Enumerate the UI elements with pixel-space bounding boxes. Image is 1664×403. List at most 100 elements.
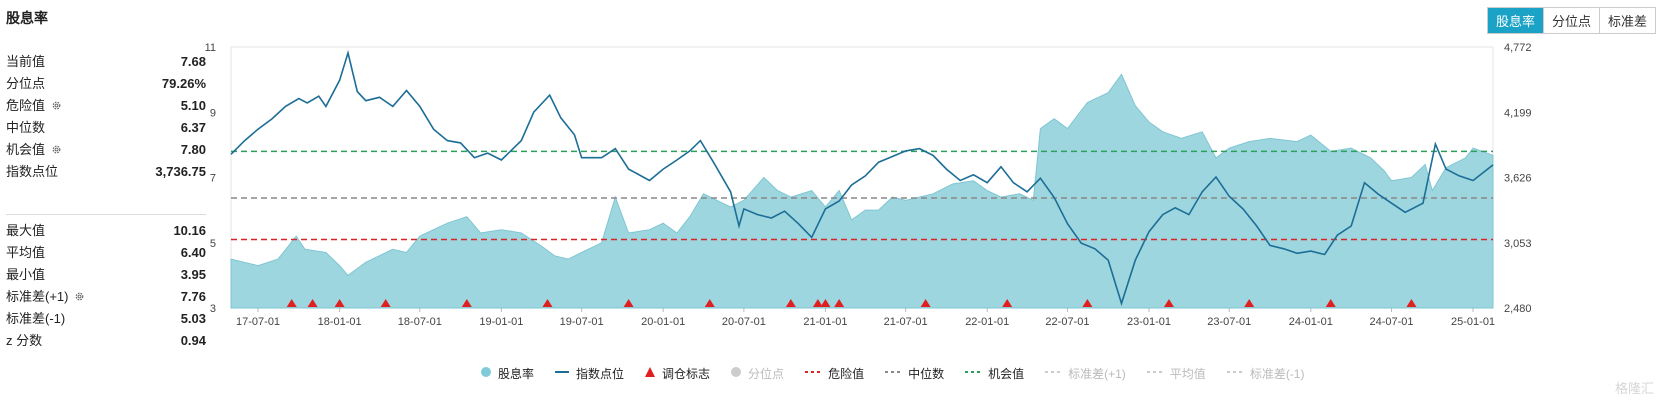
x-tick-label: 22-01-01 — [965, 316, 1009, 328]
legend-label: 调仓标志 — [662, 367, 711, 381]
stat-row: 危险值 5.10 — [6, 95, 206, 117]
rebalance-marker — [307, 299, 318, 307]
stat-label: z 分数 — [6, 330, 42, 352]
legend-item[interactable]: 股息率 — [480, 365, 534, 382]
stat-value: 3,736.75 — [155, 164, 206, 179]
stat-label-text: 分位点 — [6, 76, 46, 91]
stat-value: 79.26% — [161, 76, 206, 91]
gear-icon[interactable] — [45, 142, 62, 157]
y-right-tick-label: 4,772 — [1504, 42, 1532, 54]
y-right-tick-label: 3,626 — [1504, 173, 1532, 185]
tab-1[interactable]: 分位点 — [1542, 8, 1599, 33]
chart-legend: 股息率 指数点位 调仓标志 分位点 危险值 中位数 机会值 标准差(+1) 平均值 标准差(-1) — [480, 365, 1324, 382]
stat-row: z 分数 0.94 — [6, 330, 206, 352]
rebalance-marker — [834, 299, 845, 307]
stat-label-text: 指数点位 — [6, 164, 59, 179]
series-index-line — [230, 49, 1494, 307]
x-tick-label: 25-01-01 — [1451, 316, 1495, 328]
stat-label-text: 中位数 — [6, 120, 46, 135]
stat-label: 危险值 — [6, 95, 62, 117]
y-right-tick-label: 3,053 — [1504, 238, 1532, 250]
x-tick-label: 19-07-01 — [560, 316, 604, 328]
legend-label: 分位点 — [748, 367, 785, 381]
legend-swatch-dash — [1044, 366, 1062, 381]
rebalance-marker — [380, 299, 391, 307]
stat-label-text: 机会值 — [6, 142, 46, 157]
rebalance-marker — [704, 299, 715, 307]
legend-item[interactable]: 机会值 — [964, 365, 1024, 382]
stat-value: 3.95 — [180, 267, 206, 282]
stat-label: 中位数 — [6, 117, 45, 139]
rebalance-marker — [623, 299, 634, 307]
legend-item[interactable]: 标准差(-1) — [1226, 365, 1304, 382]
rebalance-marker — [820, 299, 831, 307]
legend-label: 中位数 — [908, 367, 945, 381]
legend-swatch-dot — [480, 366, 492, 381]
legend-label: 股息率 — [498, 367, 535, 381]
legend-item[interactable]: 中位数 — [884, 365, 944, 382]
stat-label: 最大值 — [6, 220, 45, 242]
stat-label-text: 标准差(-1) — [6, 311, 66, 326]
y-left-tick-label: 3 — [210, 303, 216, 315]
stat-label-text: 最小值 — [6, 267, 46, 282]
rebalance-marker — [334, 299, 345, 307]
legend-swatch-dot — [730, 366, 742, 381]
stat-label: 标准差(+1) — [6, 286, 85, 308]
rebalance-marker — [920, 299, 931, 307]
legend-item[interactable]: 危险值 — [804, 365, 864, 382]
x-tick-label: 21-07-01 — [884, 316, 928, 328]
legend-item[interactable]: 分位点 — [730, 365, 784, 382]
stat-label: 分位点 — [6, 73, 45, 95]
x-tick-label: 23-07-01 — [1207, 316, 1251, 328]
tab-0[interactable]: 股息率 — [1487, 8, 1543, 33]
stat-row: 分位点 79.26% — [6, 73, 206, 95]
stat-label-text: 当前值 — [6, 54, 46, 69]
legend-swatch-dash — [964, 366, 982, 381]
x-tick-label: 18-01-01 — [318, 316, 362, 328]
legend-swatch-dash — [1226, 366, 1244, 381]
gear-icon[interactable] — [45, 98, 62, 113]
y-left-tick-label: 9 — [210, 107, 216, 119]
rebalance-marker — [1244, 299, 1255, 307]
legend-label: 机会值 — [988, 367, 1025, 381]
stat-label: 平均值 — [6, 242, 45, 264]
stat-row: 中位数 6.37 — [6, 117, 206, 139]
x-tick-label: 17-07-01 — [236, 316, 280, 328]
stat-label: 指数点位 — [6, 161, 58, 183]
legend-label: 平均值 — [1169, 367, 1206, 381]
rebalance-marker — [812, 299, 823, 307]
stat-value: 7.80 — [180, 142, 206, 157]
rebalance-marker — [1325, 299, 1336, 307]
stats-divider — [6, 214, 206, 215]
stat-value: 10.16 — [173, 223, 206, 238]
rebalance-marker — [1002, 299, 1013, 307]
page-title: 股息率 — [6, 10, 48, 26]
x-tick-label: 24-01-01 — [1289, 316, 1333, 328]
stat-label-text: 危险值 — [6, 98, 46, 113]
tab-2[interactable]: 标准差 — [1598, 8, 1655, 33]
stat-value: 6.37 — [180, 120, 206, 135]
stat-label: 当前值 — [6, 51, 45, 73]
gear-icon[interactable] — [68, 289, 85, 304]
rebalance-marker — [1082, 299, 1093, 307]
stat-row: 标准差(+1) 7.76 — [6, 286, 206, 308]
series-dividend-yield-area — [230, 73, 1494, 309]
stat-row: 标准差(-1) 5.03 — [6, 308, 206, 330]
y-left-tick-label: 7 — [210, 173, 216, 185]
stat-label-text: 标准差(+1) — [6, 289, 69, 304]
x-tick-label: 19-01-01 — [479, 316, 523, 328]
stat-value: 6.40 — [180, 245, 206, 260]
stat-value: 7.68 — [180, 54, 206, 69]
legend-item[interactable]: 平均值 — [1146, 365, 1206, 382]
rebalance-marker — [785, 299, 796, 307]
y-right-tick-label: 2,480 — [1504, 303, 1532, 315]
stat-value: 7.76 — [180, 289, 206, 304]
legend-item[interactable]: 调仓标志 — [644, 365, 710, 382]
legend-item[interactable]: 指数点位 — [554, 365, 624, 382]
rebalance-marker — [1163, 299, 1174, 307]
stats-panel-summary: 最大值 10.16 平均值 6.40 最小值 3.95 标准差(+1) 7.76 标准差(-1)… — [6, 214, 206, 352]
legend-item[interactable]: 标准差(+1) — [1044, 365, 1126, 382]
legend-label: 指数点位 — [576, 367, 625, 381]
x-tick-label: 20-07-01 — [722, 316, 766, 328]
